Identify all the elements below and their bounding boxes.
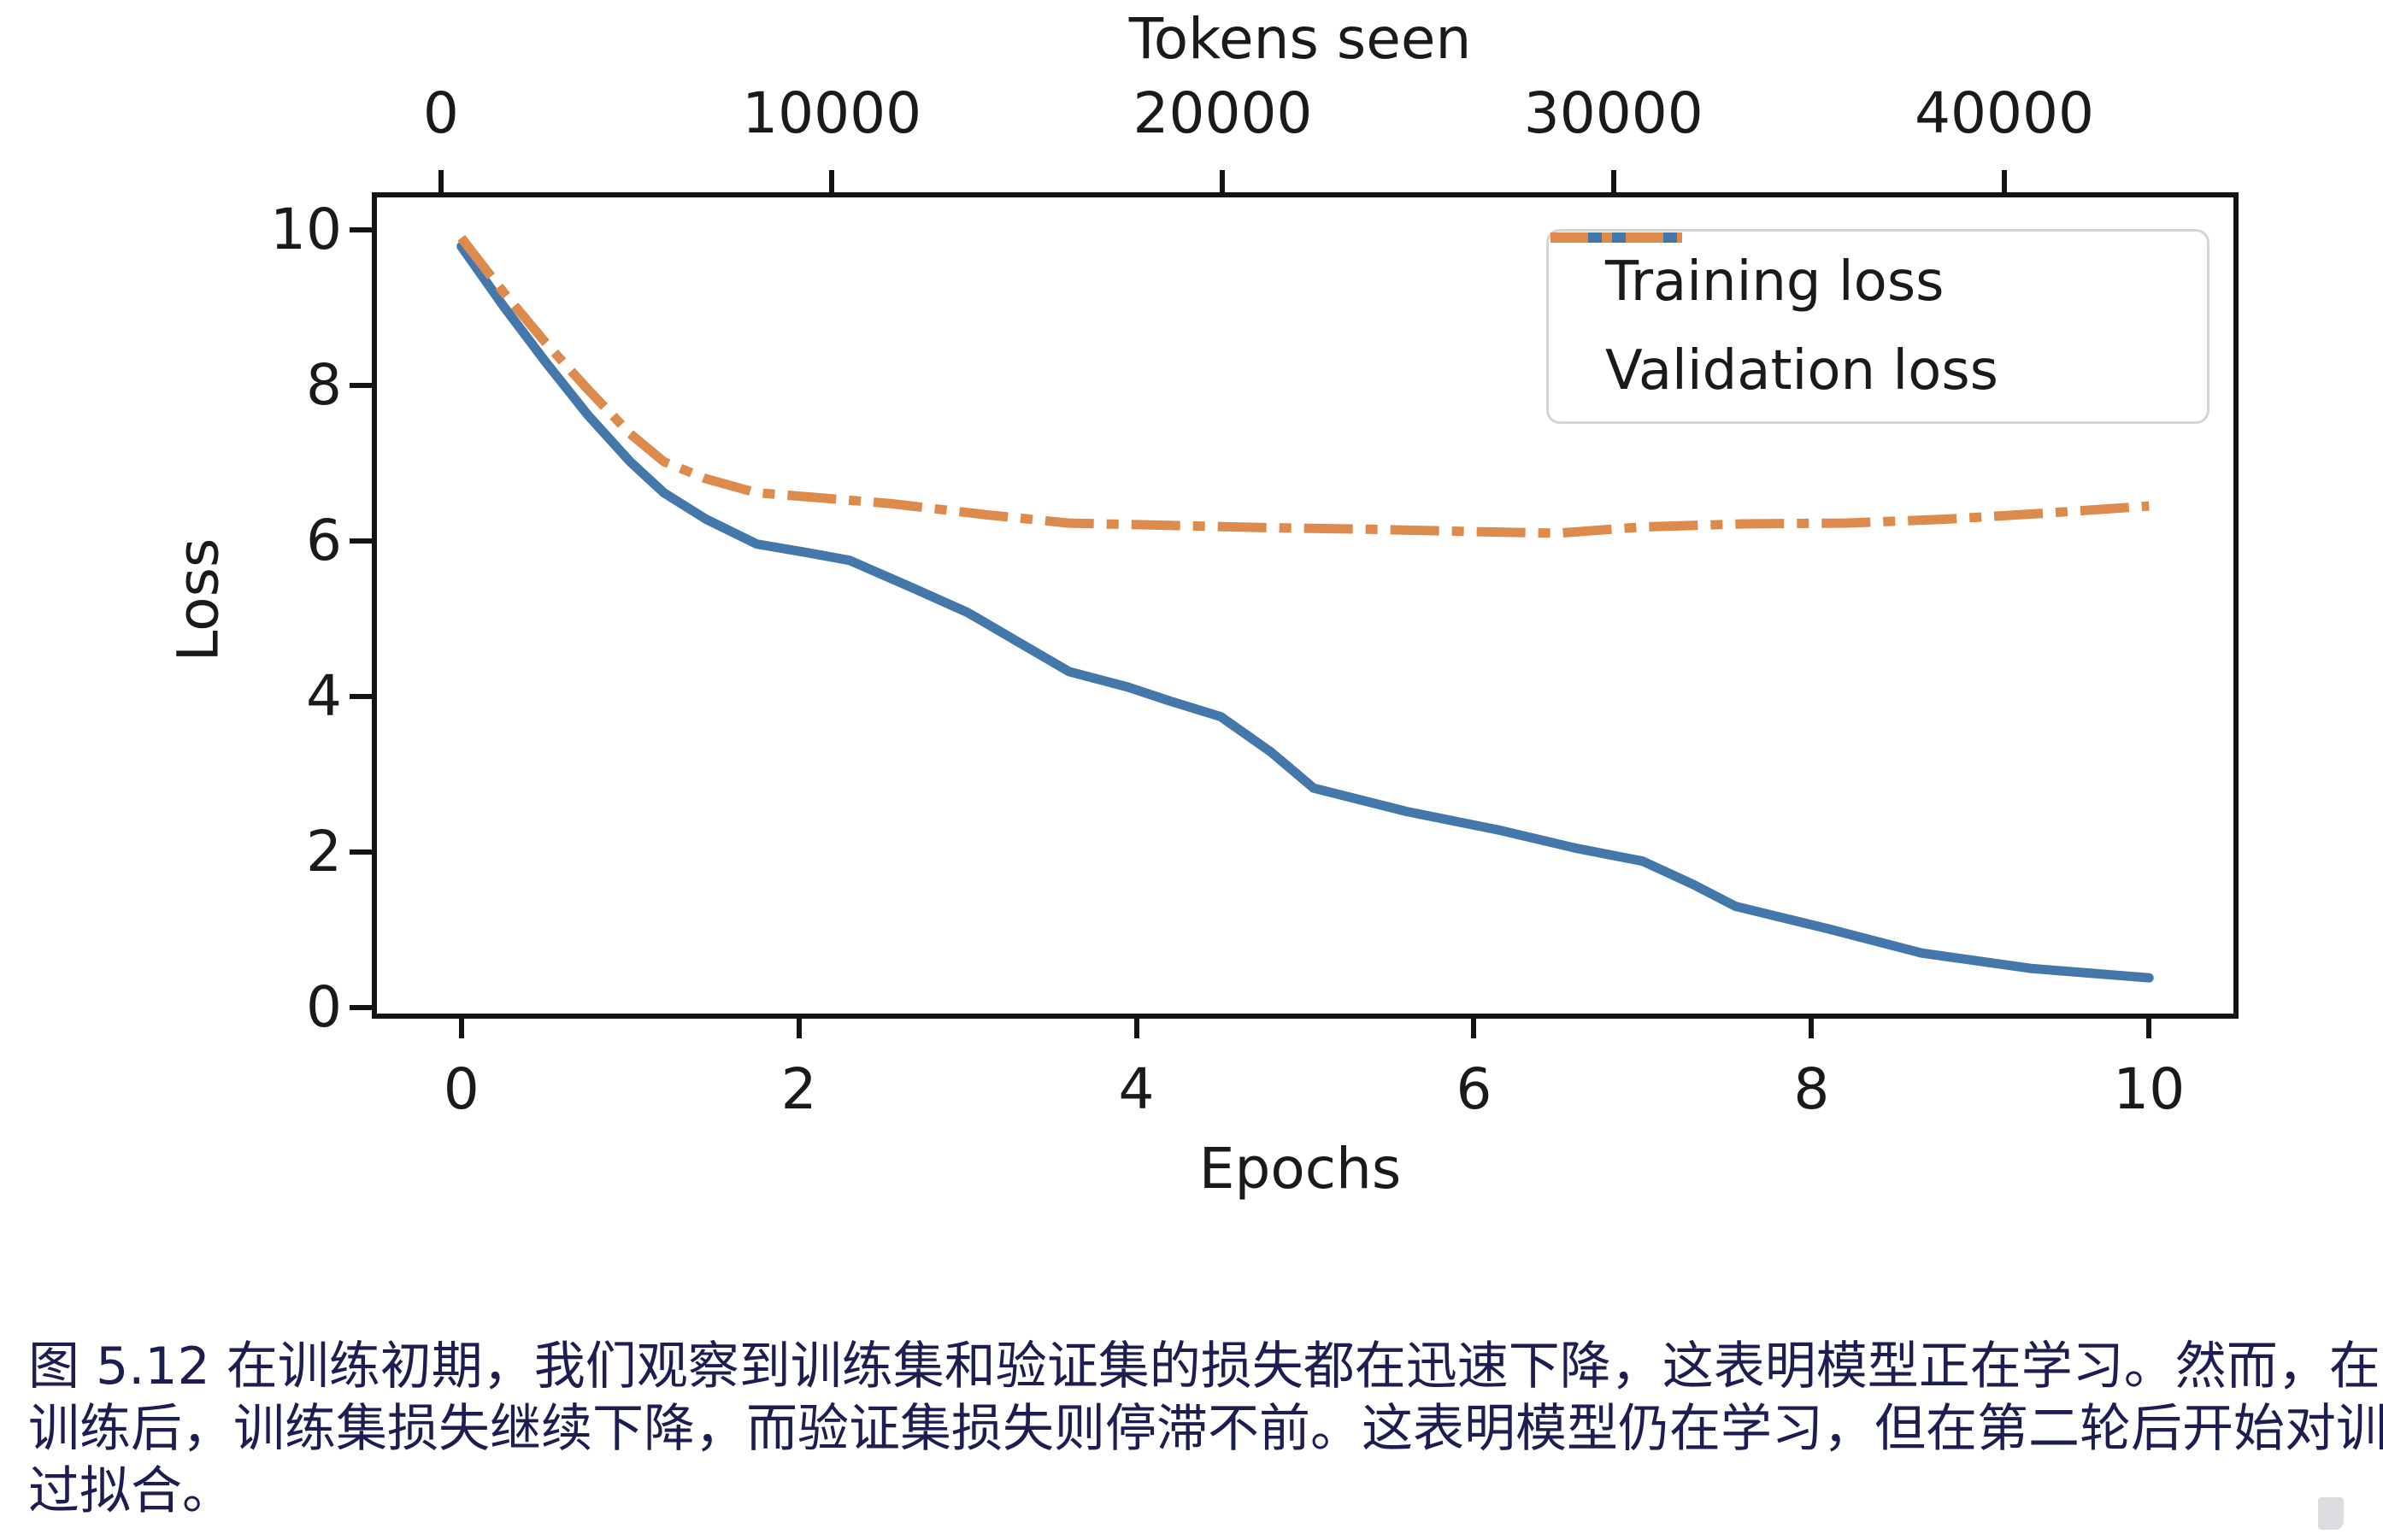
legend: Training loss Validation loss — [1546, 229, 2209, 424]
y-tick-label: 10 — [270, 197, 342, 263]
y-tick-label: 8 — [306, 352, 342, 419]
validation-loss-curve — [457, 234, 2150, 538]
y-tick — [350, 1004, 372, 1010]
validation-line-sample — [1550, 232, 1682, 243]
figure-caption: 图 5.12 在训练初期，我们观察到训练集和验证集的损失都在迅速下降，这表明模型… — [28, 1336, 2383, 1523]
y-tick — [350, 383, 372, 389]
plot-area: Training loss Validation loss — [372, 192, 2239, 1019]
x-tick-label: 4 — [1118, 1056, 1155, 1122]
x-tick — [796, 1014, 802, 1038]
top-tick — [1220, 170, 1226, 192]
y-tick — [350, 538, 372, 544]
y-tick — [350, 227, 372, 233]
x-axis-title: Epochs — [1198, 1136, 1402, 1202]
x-tick-label: 10 — [2113, 1056, 2186, 1122]
y-tick-label: 0 — [306, 973, 342, 1040]
x-tick — [2146, 1014, 2152, 1038]
y-tick-label: 6 — [306, 508, 342, 574]
top-tick-label: 0 — [422, 80, 459, 146]
legend-label-training: Training loss — [1605, 250, 1945, 314]
caption-line: 图 5.12 在训练初期，我们观察到训练集和验证集的损失都在迅速下降，这表明模型… — [28, 1337, 2383, 1396]
top-tick-label: 20000 — [1133, 80, 1313, 146]
caption-line: 过拟合。 — [28, 1461, 233, 1521]
legend-label-validation: Validation loss — [1605, 339, 1998, 403]
top-tick-label: 30000 — [1523, 80, 1703, 146]
x-tick-label: 6 — [1456, 1056, 1492, 1122]
top-tick-label: 40000 — [1915, 80, 2095, 146]
loss-figure: Tokens seen Loss Epochs 0 2 4 6 8 10 0 10000 200… — [166, 6, 2239, 1202]
top-tick — [438, 170, 444, 192]
x-tick-label: 0 — [443, 1056, 480, 1122]
screenshot-artifact — [2318, 1497, 2344, 1530]
legend-item-validation: Validation loss — [1550, 232, 2207, 408]
x-tick-label: 2 — [780, 1056, 817, 1122]
top-tick — [829, 170, 835, 192]
top-tick — [1610, 170, 1616, 192]
caption-line: 训练后，训练集损失继续下降，而验证集损失则停滞不前。这表明模型仍在学习，但在第二… — [28, 1399, 2383, 1459]
x-tick — [1809, 1014, 1815, 1038]
x-tick — [1133, 1014, 1139, 1038]
y-tick-label: 2 — [306, 818, 342, 885]
loss-curves — [456, 234, 2154, 983]
top-axis-title: Tokens seen — [1128, 6, 1472, 72]
y-tick-label: 4 — [306, 662, 342, 729]
x-tick — [1471, 1014, 1477, 1038]
top-tick-label: 10000 — [742, 80, 922, 146]
y-tick — [350, 849, 372, 855]
legend-item-training: Training loss — [1550, 232, 2207, 319]
top-tick — [2002, 170, 2008, 192]
training-loss-curve — [456, 241, 2154, 983]
y-tick — [350, 693, 372, 699]
x-tick — [458, 1014, 464, 1038]
x-tick-label: 8 — [1793, 1056, 1830, 1122]
